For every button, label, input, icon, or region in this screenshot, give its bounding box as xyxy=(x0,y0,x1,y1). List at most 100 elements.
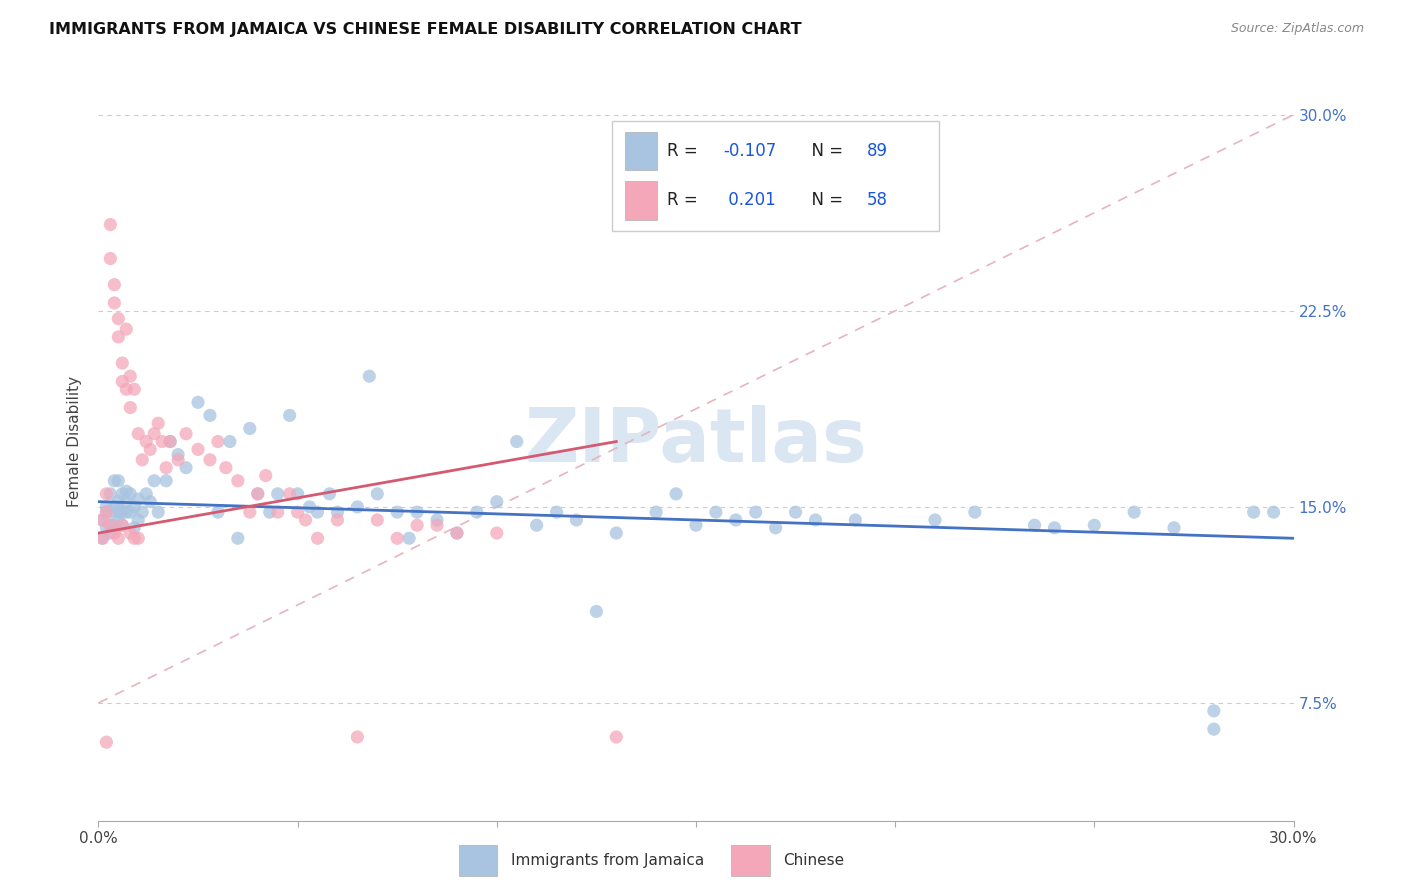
Point xyxy=(485,494,508,508)
Point xyxy=(446,526,468,541)
Text: IMMIGRANTS FROM JAMAICA VS CHINESE FEMALE DISABILITY CORRELATION CHART: IMMIGRANTS FROM JAMAICA VS CHINESE FEMAL… xyxy=(49,22,801,37)
Point xyxy=(96,505,118,519)
Point xyxy=(1163,521,1185,535)
Text: ZIPatlas: ZIPatlas xyxy=(524,405,868,478)
Point xyxy=(115,322,138,336)
Point xyxy=(187,395,209,409)
Text: Immigrants from Jamaica: Immigrants from Jamaica xyxy=(510,854,704,868)
Point xyxy=(745,505,768,519)
Point xyxy=(406,518,429,533)
Point xyxy=(120,369,142,384)
Point xyxy=(107,513,129,527)
Point xyxy=(1202,722,1225,736)
FancyBboxPatch shape xyxy=(612,120,939,231)
Point xyxy=(98,252,122,266)
Text: Chinese: Chinese xyxy=(783,854,845,868)
Point xyxy=(155,460,177,475)
Point xyxy=(485,526,508,541)
Y-axis label: Female Disability: Female Disability xyxy=(67,376,83,508)
Point xyxy=(1024,518,1046,533)
Point xyxy=(406,505,429,519)
Point xyxy=(115,484,138,499)
Text: -0.107: -0.107 xyxy=(723,142,776,160)
Point xyxy=(239,421,262,435)
Point xyxy=(115,382,138,396)
Point xyxy=(96,505,118,519)
Point xyxy=(385,531,409,545)
Point xyxy=(426,513,449,527)
Point xyxy=(120,487,142,501)
Point xyxy=(131,453,153,467)
Point xyxy=(107,531,129,545)
Point xyxy=(103,296,125,310)
Text: N =: N = xyxy=(801,142,849,160)
Point xyxy=(107,494,129,508)
Point xyxy=(326,505,349,519)
Point xyxy=(98,218,122,232)
Point xyxy=(267,505,290,519)
Point xyxy=(131,505,153,519)
Point xyxy=(111,505,134,519)
Point xyxy=(127,531,149,545)
Point xyxy=(155,474,177,488)
Point xyxy=(298,500,321,514)
Point xyxy=(226,474,249,488)
Point xyxy=(446,526,468,541)
Point xyxy=(605,526,627,541)
Point xyxy=(385,505,409,519)
Point xyxy=(546,505,568,519)
Point xyxy=(159,434,181,449)
Point xyxy=(148,505,170,519)
Point xyxy=(844,513,866,527)
Point xyxy=(219,434,242,449)
Point xyxy=(139,442,162,457)
Point xyxy=(207,505,229,519)
Point xyxy=(115,505,138,519)
Point xyxy=(665,487,688,501)
Point xyxy=(91,531,114,545)
Point xyxy=(135,487,157,501)
Point xyxy=(120,505,142,519)
Point xyxy=(103,518,125,533)
Point xyxy=(111,487,134,501)
Point xyxy=(267,487,290,501)
Point xyxy=(704,505,727,519)
Point xyxy=(111,375,134,389)
Point xyxy=(107,505,129,519)
Point xyxy=(307,505,329,519)
Point xyxy=(103,500,125,514)
Point xyxy=(585,605,607,619)
Point xyxy=(1202,704,1225,718)
Point xyxy=(127,426,149,441)
FancyBboxPatch shape xyxy=(624,181,658,219)
Point xyxy=(127,491,149,506)
Point xyxy=(346,730,368,744)
Point xyxy=(366,487,388,501)
Point xyxy=(98,518,122,533)
Point xyxy=(124,382,146,396)
Point xyxy=(150,434,173,449)
Point xyxy=(226,531,249,545)
Point xyxy=(167,448,190,462)
Point xyxy=(124,531,146,545)
FancyBboxPatch shape xyxy=(458,846,498,876)
Point xyxy=(215,460,238,475)
Point xyxy=(398,531,420,545)
Point xyxy=(96,735,118,749)
Point xyxy=(124,500,146,514)
Point xyxy=(804,513,827,527)
Point xyxy=(127,513,149,527)
Point xyxy=(278,487,301,501)
Point xyxy=(294,513,316,527)
Point xyxy=(107,311,129,326)
Point xyxy=(198,409,221,423)
Point xyxy=(963,505,986,519)
Point xyxy=(565,513,588,527)
Point xyxy=(924,513,946,527)
Point xyxy=(359,369,381,384)
Point xyxy=(111,518,134,533)
Point xyxy=(174,426,197,441)
Point xyxy=(506,434,529,449)
Point xyxy=(98,518,122,533)
Point xyxy=(465,505,488,519)
